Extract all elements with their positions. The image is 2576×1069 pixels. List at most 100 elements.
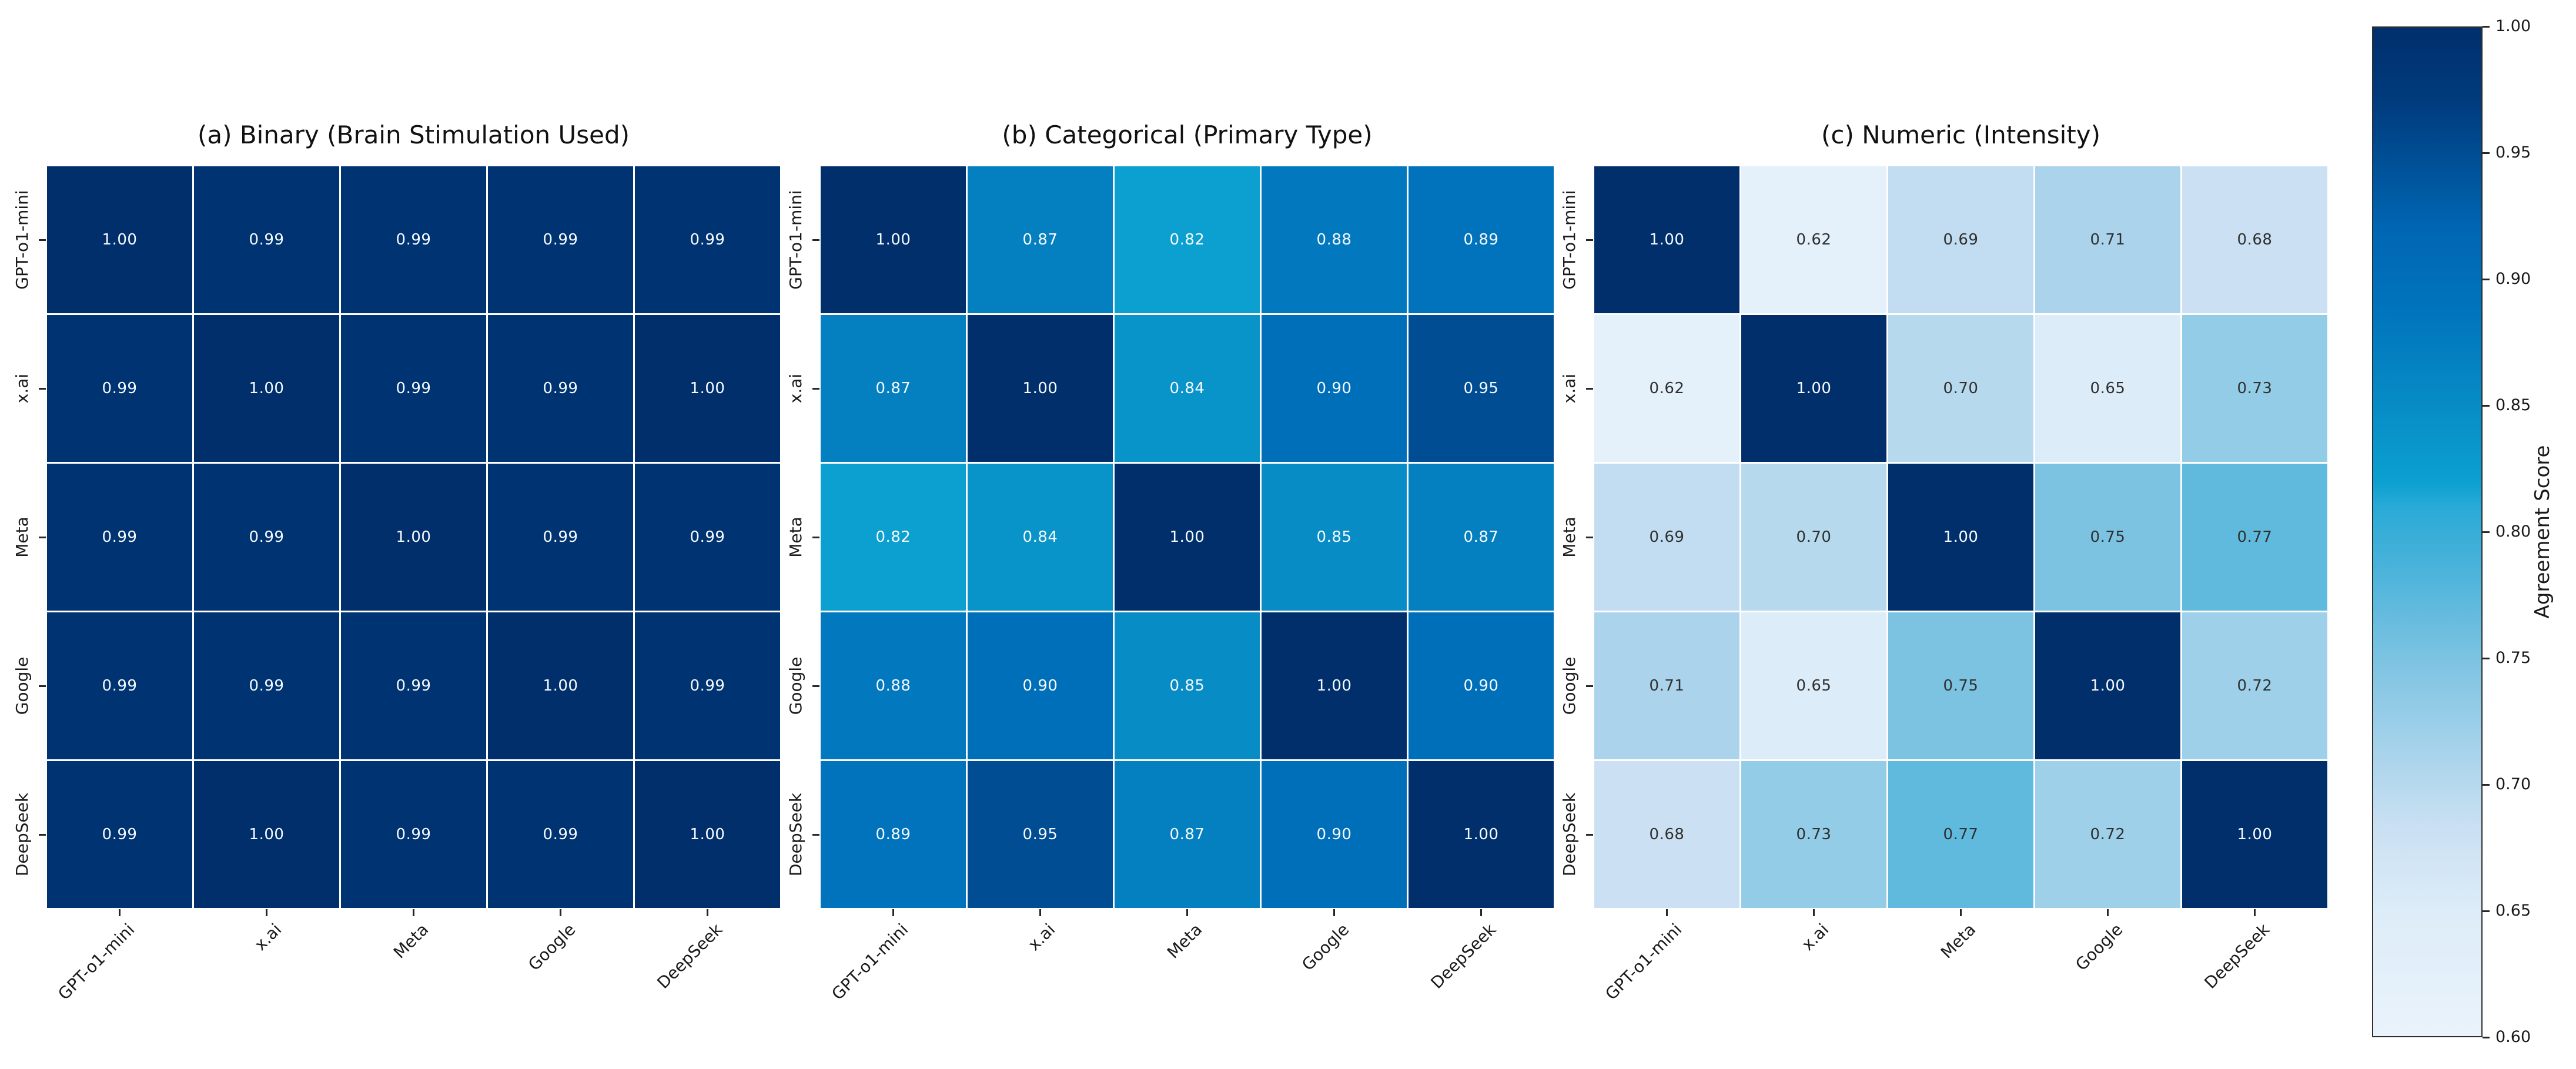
cell-value: 0.99: [543, 380, 578, 397]
y-axis-tick: [39, 239, 46, 241]
heatmap-cell: 0.99: [194, 612, 339, 759]
heatmap-cell: 0.82: [821, 464, 966, 611]
heatmap-cell: 0.77: [1888, 761, 2033, 908]
cell-value: 0.99: [102, 380, 138, 397]
cell-value: 0.73: [2237, 380, 2273, 397]
x-axis-label: Meta: [1936, 920, 1979, 963]
heatmap-cell: 1.00: [821, 166, 966, 313]
panel-c-title: (c) Numeric (Intensity): [1821, 120, 2100, 149]
heatmap-cell: 0.99: [47, 761, 192, 908]
x-axis-tick: [1813, 909, 1815, 916]
cell-value: 0.90: [1022, 677, 1058, 695]
cell-value: 0.77: [1943, 826, 1979, 843]
colorbar-tick-label: 0.60: [2495, 1028, 2531, 1046]
heatmap-cell: 1.00: [47, 166, 192, 313]
heatmap-cell: 0.70: [1888, 315, 2033, 462]
cell-value: 1.00: [102, 231, 138, 249]
cell-value: 0.90: [1316, 826, 1352, 843]
cell-value: 0.85: [1169, 677, 1205, 695]
heatmap-cell: 0.90: [1262, 315, 1407, 462]
heatmap-cell: 0.62: [1594, 315, 1739, 462]
x-axis-label: DeepSeek: [1426, 920, 1500, 993]
panel-a-title: (a) Binary (Brain Stimulation Used): [197, 120, 630, 149]
y-axis-tick: [1586, 833, 1593, 836]
cell-value: 0.87: [1463, 528, 1499, 546]
x-axis-tick: [1960, 909, 1962, 916]
heatmap-cell: 0.99: [341, 315, 486, 462]
heatmap-cell: 0.77: [2182, 464, 2327, 611]
x-axis-tick: [892, 909, 894, 916]
heatmap-cell: 0.99: [341, 761, 486, 908]
cell-value: 0.89: [1463, 231, 1499, 249]
cell-value: 0.99: [690, 528, 725, 546]
heatmap-cell: 0.87: [968, 166, 1113, 313]
heatmap-cell: 1.00: [1262, 612, 1407, 759]
heatmap-cell: 0.99: [341, 166, 486, 313]
cell-value: 1.00: [1649, 231, 1685, 249]
colorbar-axis-label: Agreement Score: [2531, 445, 2554, 619]
cell-value: 0.99: [396, 677, 431, 695]
colorbar-tick: [2483, 404, 2490, 407]
x-axis-tick: [1666, 909, 1668, 916]
colorbar-tick-label: 0.90: [2495, 270, 2531, 288]
heatmap-cell: 0.89: [821, 761, 966, 908]
panel-a-heatmap: 1.00 0.99 0.99 0.99 0.99 0.99 1.00 0.99 0.99 1.00…: [47, 166, 780, 908]
heatmap-cell: 0.99: [194, 166, 339, 313]
cell-value: 0.84: [1022, 528, 1058, 546]
cell-value: 0.65: [1796, 677, 1832, 695]
x-axis-label: DeepSeek: [2200, 920, 2273, 993]
colorbar-tick: [2483, 1036, 2490, 1038]
heatmap-cell: 0.99: [635, 464, 780, 611]
heatmap-cell: 0.82: [1115, 166, 1260, 313]
y-axis-tick: [39, 387, 46, 390]
heatmap-cell: 0.88: [1262, 166, 1407, 313]
x-axis-label: Google: [1297, 920, 1353, 975]
cell-value: 0.75: [1943, 677, 1979, 695]
heatmap-cell: 0.75: [1888, 612, 2033, 759]
cell-value: 1.00: [1316, 677, 1352, 695]
cell-value: 0.72: [2237, 677, 2273, 695]
cell-value: 0.62: [1796, 231, 1832, 249]
heatmap-cell: 0.99: [194, 464, 339, 611]
heatmap-cell: 0.68: [2182, 166, 2327, 313]
heatmap-cell: 0.90: [1409, 612, 1554, 759]
heatmap-cell: 0.68: [1594, 761, 1739, 908]
cell-value: 1.00: [1169, 528, 1205, 546]
heatmap-cell: 0.90: [968, 612, 1113, 759]
cell-value: 1.00: [2090, 677, 2126, 695]
heatmap-cell: 0.73: [2182, 315, 2327, 462]
heatmap-cell: 0.99: [47, 612, 192, 759]
cell-value: 0.99: [249, 231, 285, 249]
cell-value: 0.95: [1022, 826, 1058, 843]
heatmap-cell: 0.88: [821, 612, 966, 759]
y-axis-tick: [812, 685, 819, 687]
heatmap-cell: 1.00: [2035, 612, 2180, 759]
cell-value: 0.88: [1316, 231, 1352, 249]
cell-value: 0.68: [1649, 826, 1685, 843]
cell-value: 0.99: [102, 677, 138, 695]
x-axis-label: x.ai: [250, 920, 285, 954]
cell-value: 0.72: [2090, 826, 2126, 843]
cell-value: 0.71: [2090, 231, 2126, 249]
heatmap-cell: 0.99: [488, 761, 633, 908]
heatmap-cell: 0.87: [1409, 464, 1554, 611]
heatmap-cell: 1.00: [194, 761, 339, 908]
y-axis-tick: [812, 833, 819, 836]
x-axis-label: GPT-o1-mini: [53, 920, 138, 1004]
x-axis-label: GPT-o1-mini: [1601, 920, 1685, 1004]
colorbar-tick: [2483, 531, 2490, 533]
cell-value: 0.99: [543, 231, 578, 249]
cell-value: 0.62: [1649, 380, 1685, 397]
x-axis-label: x.ai: [1023, 920, 1059, 954]
cell-value: 0.90: [1463, 677, 1499, 695]
cell-value: 0.99: [396, 826, 431, 843]
cell-value: 0.73: [1796, 826, 1832, 843]
heatmap-cell: 0.73: [1741, 761, 1886, 908]
x-axis-tick: [1186, 909, 1188, 916]
colorbar-tick: [2483, 783, 2490, 786]
cell-value: 1.00: [1022, 380, 1058, 397]
colorbar-tick-label: 1.00: [2495, 17, 2531, 35]
cell-value: 0.82: [875, 528, 911, 546]
cell-value: 0.71: [1649, 677, 1685, 695]
colorbar-tick-label: 0.95: [2495, 143, 2531, 162]
